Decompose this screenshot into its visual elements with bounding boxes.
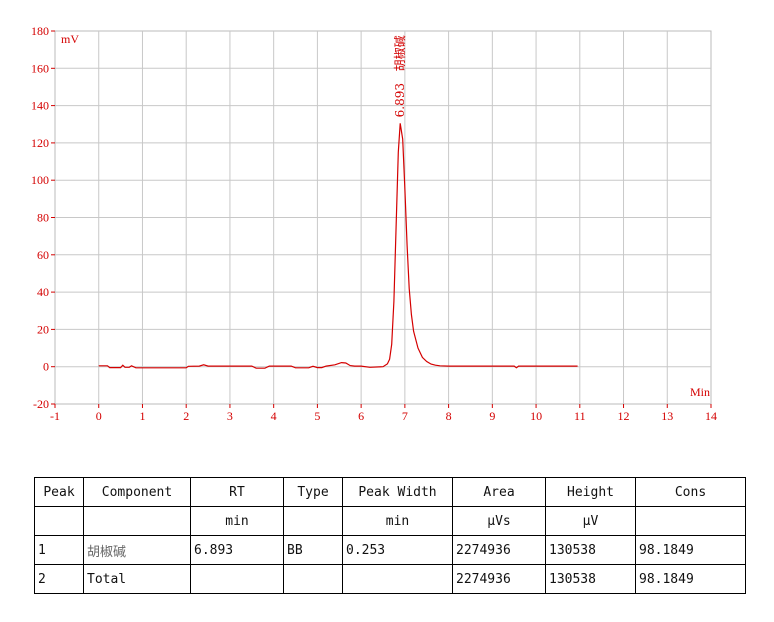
peak-name-label: 胡椒碱 (393, 35, 407, 71)
table-cell: 98.1849 (635, 535, 746, 565)
x-axis-unit: Min (690, 385, 710, 399)
x-axis-ticks: -1 0 1 2 3 4 5 6 7 8 9 10 11 12 13 14 (50, 404, 717, 423)
table-header-row: Peak Component RT Type Peak Width Area H… (34, 477, 746, 507)
chromatogram-chart: -1 0 1 2 3 4 5 6 7 8 9 10 11 12 13 14 -2002040608010012… (31, 24, 717, 423)
table-cell: 0.253 (342, 535, 453, 565)
y-tick-label: 100 (31, 173, 49, 187)
y-tick-label: 0 (43, 360, 49, 374)
unit-cell: μV (545, 506, 636, 536)
y-tick-label: 20 (37, 322, 49, 336)
table-cell: 98.1849 (635, 564, 746, 594)
y-axis-ticks: -20 0 20 40 60 80 100 120 140 160 180 (31, 24, 55, 411)
table-cell (283, 564, 343, 594)
table-cell: 2274936 (452, 564, 546, 594)
y-axis-unit: mV (61, 32, 79, 46)
table-cell: 胡椒碱 (83, 535, 191, 565)
x-tick-label: 4 (271, 409, 277, 423)
x-tick-label: 0 (96, 409, 102, 423)
table-cell: 130538 (545, 535, 636, 565)
x-tick-label: 7 (402, 409, 408, 423)
x-tick-label: 13 (661, 409, 673, 423)
header-rt: RT (190, 477, 284, 507)
header-height: Height (545, 477, 636, 507)
results-table: Peak Component RT Type Peak Width Area H… (34, 477, 746, 594)
header-component: Component (83, 477, 191, 507)
x-tick-label: -1 (50, 409, 60, 423)
y-tick-label: 140 (31, 99, 49, 113)
y-tick-label: 120 (31, 136, 49, 150)
table-cell: 6.893 (190, 535, 284, 565)
table-cell: 1 (34, 535, 84, 565)
unit-cell (34, 506, 84, 536)
x-tick-label: 3 (227, 409, 233, 423)
unit-cell: μVs (452, 506, 546, 536)
table-cell (342, 564, 453, 594)
x-tick-label: 1 (139, 409, 145, 423)
chromatogram-trace (98, 123, 578, 369)
y-tick-label: 80 (37, 211, 49, 225)
header-type: Type (283, 477, 343, 507)
y-tick-label: 180 (31, 24, 49, 38)
unit-cell (635, 506, 746, 536)
y-tick-label: 160 (31, 61, 49, 75)
header-peak: Peak (34, 477, 84, 507)
table-row: 2 Total 2274936 130538 98.1849 (34, 564, 746, 594)
header-area: Area (452, 477, 546, 507)
table-units-row: min min μVs μV (34, 506, 746, 536)
x-tick-label: 6 (358, 409, 364, 423)
table-cell: Total (83, 564, 191, 594)
table-cell: 2 (34, 564, 84, 594)
x-tick-label: 8 (446, 409, 452, 423)
peak-rt-label: 6.893 (393, 83, 407, 117)
unit-cell: min (342, 506, 453, 536)
table-cell: 130538 (545, 564, 636, 594)
x-tick-label: 12 (618, 409, 630, 423)
x-tick-label: 9 (489, 409, 495, 423)
header-peak-width: Peak Width (342, 477, 453, 507)
x-tick-label: 2 (183, 409, 189, 423)
y-tick-label: 40 (37, 285, 49, 299)
y-tick-label: 60 (37, 248, 49, 262)
header-cons: Cons (635, 477, 746, 507)
table-cell: BB (283, 535, 343, 565)
table-row: 1 胡椒碱 6.893 BB 0.253 2274936 130538 98.1… (34, 535, 746, 565)
unit-cell (83, 506, 191, 536)
y-tick-label: -20 (33, 397, 49, 411)
unit-cell: min (190, 506, 284, 536)
unit-cell (283, 506, 343, 536)
x-tick-label: 5 (314, 409, 320, 423)
table-cell: 2274936 (452, 535, 546, 565)
x-tick-label: 10 (530, 409, 542, 423)
x-tick-label: 11 (574, 409, 586, 423)
x-tick-label: 14 (705, 409, 717, 423)
grid-lines (55, 31, 711, 404)
table-cell (190, 564, 284, 594)
